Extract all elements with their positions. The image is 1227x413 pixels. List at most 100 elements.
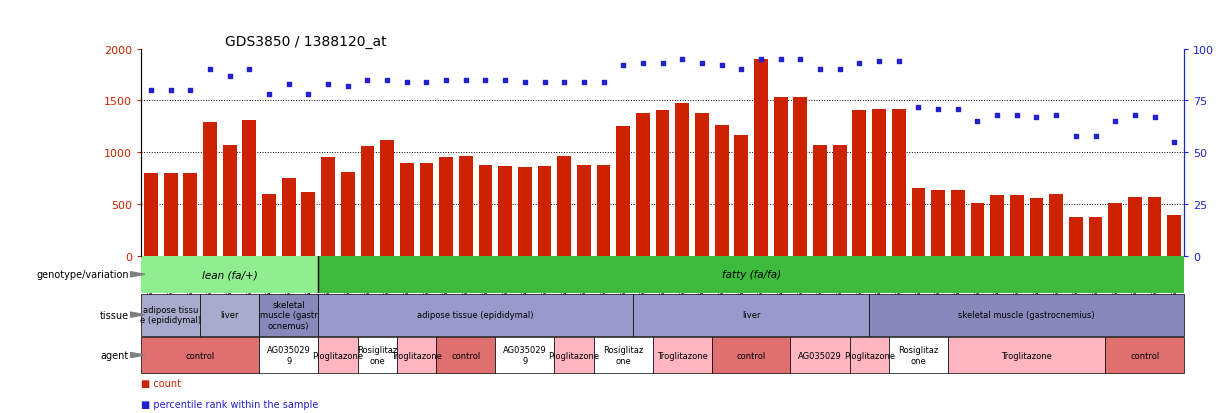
Text: Rosiglitaz
one: Rosiglitaz one	[898, 346, 939, 365]
Bar	[144, 173, 158, 256]
Point	[337, 83, 357, 90]
Bar	[479, 165, 492, 256]
Bar	[204, 123, 217, 256]
Bar	[655, 111, 670, 256]
Bar	[259, 294, 318, 336]
Point	[1086, 133, 1106, 140]
Bar	[594, 337, 653, 373]
Point	[496, 77, 515, 84]
Point	[398, 79, 417, 86]
Bar	[1106, 337, 1184, 373]
Point	[220, 73, 239, 80]
Point	[908, 104, 928, 111]
Text: Troglitazone: Troglitazone	[391, 351, 442, 360]
Point	[1066, 133, 1086, 140]
Bar	[321, 158, 335, 256]
Polygon shape	[130, 272, 145, 277]
Bar	[616, 127, 631, 256]
Bar	[675, 103, 690, 256]
Bar	[636, 114, 650, 256]
Point	[829, 67, 849, 74]
Bar	[577, 165, 590, 256]
Bar	[420, 163, 433, 256]
Point	[357, 77, 377, 84]
Bar	[318, 256, 1184, 293]
Text: AG035029
9: AG035029 9	[503, 346, 547, 365]
Bar	[1049, 194, 1063, 256]
Point	[948, 106, 968, 113]
Point	[279, 81, 298, 88]
Point	[417, 79, 437, 86]
Bar	[380, 140, 394, 256]
Text: AG035029
9: AG035029 9	[266, 346, 310, 365]
Bar	[888, 337, 948, 373]
Bar	[259, 337, 318, 373]
Point	[653, 61, 672, 67]
Bar	[400, 163, 413, 256]
Bar	[872, 109, 886, 256]
Bar	[163, 173, 178, 256]
Point	[161, 88, 180, 94]
Point	[869, 59, 888, 65]
Text: control: control	[1130, 351, 1160, 360]
Point	[712, 63, 731, 69]
Bar	[341, 173, 355, 256]
Point	[1027, 114, 1047, 121]
Bar	[990, 195, 1004, 256]
Bar	[1108, 204, 1121, 256]
Text: Pioglitazone: Pioglitazone	[548, 351, 600, 360]
Text: liver: liver	[742, 311, 761, 319]
Point	[929, 106, 948, 113]
Bar	[653, 337, 712, 373]
Bar	[396, 337, 437, 373]
Bar	[1167, 216, 1182, 256]
Point	[731, 67, 751, 74]
Point	[574, 79, 594, 86]
Bar	[869, 294, 1184, 336]
Bar	[302, 192, 315, 256]
Bar	[794, 98, 807, 256]
Text: control: control	[452, 351, 481, 360]
Point	[437, 77, 456, 84]
Point	[888, 59, 908, 65]
Bar	[633, 294, 869, 336]
Polygon shape	[130, 353, 145, 358]
Bar	[774, 98, 788, 256]
Text: tissue: tissue	[99, 310, 129, 320]
Bar	[714, 126, 729, 256]
Bar	[318, 337, 357, 373]
Point	[180, 88, 200, 94]
Text: liver: liver	[221, 311, 239, 319]
Point	[751, 57, 771, 63]
Text: control: control	[736, 351, 766, 360]
Text: fatty (fa/fa): fatty (fa/fa)	[721, 270, 780, 280]
Point	[790, 57, 810, 63]
Bar	[557, 157, 571, 256]
Point	[771, 57, 790, 63]
Text: lean (fa/+): lean (fa/+)	[201, 270, 258, 280]
Text: agent: agent	[101, 350, 129, 360]
Point	[1007, 112, 1027, 119]
Text: ■ percentile rank within the sample: ■ percentile rank within the sample	[141, 399, 319, 409]
Point	[515, 79, 535, 86]
Text: Pioglitazone: Pioglitazone	[313, 351, 363, 360]
Bar	[1088, 218, 1102, 256]
Text: GDS3850 / 1388120_at: GDS3850 / 1388120_at	[225, 35, 387, 49]
Point	[476, 77, 496, 84]
Polygon shape	[130, 312, 145, 318]
Text: skeletal
muscle (gastr
ocnemus): skeletal muscle (gastr ocnemus)	[260, 300, 318, 330]
Point	[692, 61, 712, 67]
Point	[200, 67, 220, 74]
Bar	[951, 191, 964, 256]
Text: Troglitazone: Troglitazone	[1001, 351, 1052, 360]
Bar	[1069, 218, 1082, 256]
Bar	[849, 337, 888, 373]
Bar	[282, 178, 296, 256]
Bar	[263, 194, 276, 256]
Point	[633, 61, 653, 67]
Point	[810, 67, 829, 74]
Bar	[361, 147, 374, 256]
Bar	[948, 337, 1106, 373]
Bar	[931, 191, 945, 256]
Point	[259, 92, 279, 98]
